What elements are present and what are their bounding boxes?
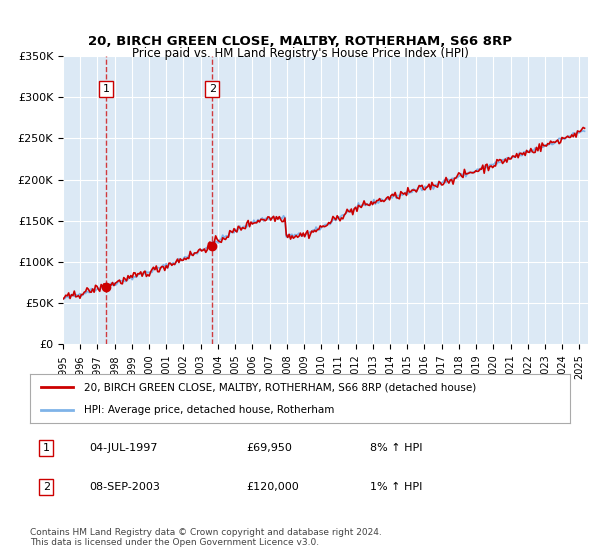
- Text: 1% ↑ HPI: 1% ↑ HPI: [370, 482, 422, 492]
- Text: 2: 2: [43, 482, 50, 492]
- Text: 2: 2: [209, 84, 216, 94]
- Text: 1: 1: [103, 84, 110, 94]
- Text: 08-SEP-2003: 08-SEP-2003: [89, 482, 160, 492]
- Text: HPI: Average price, detached house, Rotherham: HPI: Average price, detached house, Roth…: [84, 405, 334, 415]
- Text: 8% ↑ HPI: 8% ↑ HPI: [370, 443, 422, 453]
- Text: 04-JUL-1997: 04-JUL-1997: [89, 443, 158, 453]
- Text: 1: 1: [43, 443, 50, 453]
- Text: £120,000: £120,000: [246, 482, 299, 492]
- Text: 20, BIRCH GREEN CLOSE, MALTBY, ROTHERHAM, S66 8RP: 20, BIRCH GREEN CLOSE, MALTBY, ROTHERHAM…: [88, 35, 512, 48]
- Text: Price paid vs. HM Land Registry's House Price Index (HPI): Price paid vs. HM Land Registry's House …: [131, 47, 469, 60]
- Text: Contains HM Land Registry data © Crown copyright and database right 2024.
This d: Contains HM Land Registry data © Crown c…: [30, 528, 382, 547]
- Text: £69,950: £69,950: [246, 443, 292, 453]
- Text: 20, BIRCH GREEN CLOSE, MALTBY, ROTHERHAM, S66 8RP (detached house): 20, BIRCH GREEN CLOSE, MALTBY, ROTHERHAM…: [84, 382, 476, 393]
